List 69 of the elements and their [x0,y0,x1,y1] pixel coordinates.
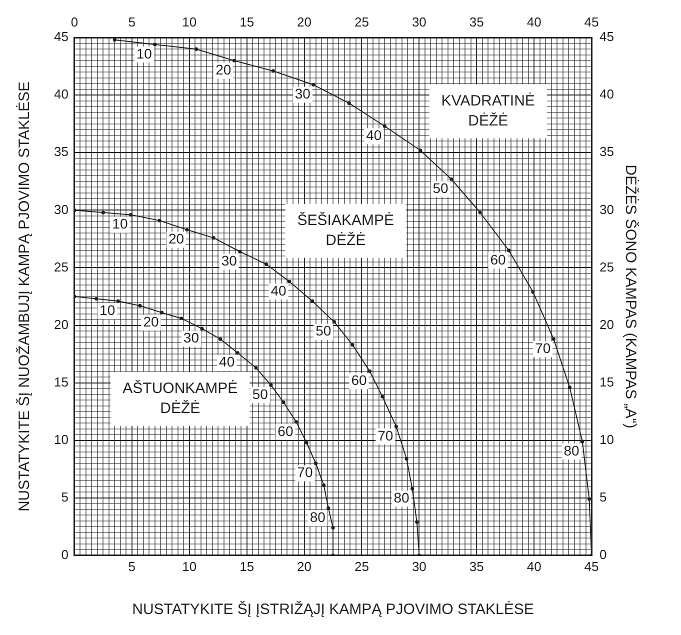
x2-tick-label: 40 [526,14,542,30]
series-label: KVADRATINĖ DĖŽĖ [441,91,535,130]
y-tick-label: 5 [61,489,68,504]
annotation: 20 [168,230,184,247]
annotation: 30 [294,86,311,102]
annotation: 80 [564,442,580,458]
x2-tick-label: 10 [182,14,197,30]
y-tick-label: 40 [54,86,68,102]
y-axis-title: NUSTATYKITE ŠĮ NUOŽAMBUJĮ KAMPĄ PJOVIMO STAKLĖSE [15,81,34,512]
y2-tick-label: 5 [600,489,607,504]
y2-tick-label: 25 [600,259,614,274]
x2-tick-label: 30 [412,14,426,30]
annotation: 70 [378,427,394,444]
y2-tick-label: 20 [600,316,614,332]
y-tick-label: 45 [54,29,68,44]
x-axis-title: NUSTATYKITE ŠĮ ĮSTRIŽĄJĮ KAMPĄ PJOVIMO STAKLĖSE [132,600,534,618]
x-tick-label: 30 [412,558,426,574]
annotation: 20 [216,61,232,78]
y-tick-label: 20 [54,316,68,332]
y-tick-label: 0 [61,546,68,562]
annotation: 30 [183,330,200,346]
series-label: AŠTUONKAMPĖ DĖŽĖ [122,379,238,418]
x-tick-label: 20 [297,558,312,574]
annotation: 60 [278,422,294,439]
x-tick-label: 35 [469,558,484,574]
x-tick-label: 45 [584,558,599,574]
y-tick-label: 10 [54,432,68,447]
x2-tick-label: 20 [297,14,312,30]
y2-tick-label: 45 [600,29,614,44]
annotation: 60 [351,372,367,388]
x-tick-label: 5 [128,558,136,574]
annotation: 40 [270,282,287,298]
annotation: 70 [535,340,551,356]
y2-tick-label: 0 [600,546,607,562]
annotation: 50 [252,386,268,402]
x2-tick-label: 15 [240,14,254,30]
annotation: 80 [394,490,410,506]
annotation: 80 [310,509,326,526]
annotation: 20 [143,313,159,330]
x-tick-label: 10 [182,558,197,574]
annotation: 40 [366,127,382,144]
y2-tick-label: 30 [600,202,614,217]
x2-tick-label: 5 [128,14,136,30]
annotation: 40 [219,354,235,370]
annotation: 50 [316,322,332,339]
x2-tick-label: 0 [70,14,78,30]
annotation: 50 [432,180,449,196]
y2-tick-label: 35 [600,144,614,160]
annotation: 30 [221,252,238,268]
text: ŠEŠIAKAMPĖ DĖŽĖ [297,211,394,250]
y-tick-label: 30 [54,202,68,217]
x-tick-label: 40 [526,558,542,574]
annotation: 60 [490,251,506,268]
y2-axis-title: DĖŽĖS ŠONO KAMPAS (KAMPAS „A“) [622,164,640,428]
y-tick-label: 25 [54,259,68,274]
annotation: 10 [112,216,128,232]
y2-tick-label: 15 [600,374,614,390]
x2-tick-label: 45 [584,14,599,30]
x-tick-label: 15 [240,558,254,574]
y-tick-label: 15 [54,374,68,390]
y-tick-label: 35 [54,144,68,160]
y2-tick-label: 10 [600,432,614,447]
x2-tick-label: 35 [469,14,484,30]
annotation: 10 [100,302,116,318]
x2-tick-label: 25 [354,14,369,30]
annotation: 10 [136,45,152,62]
y2-tick-label: 40 [600,86,614,102]
annotation: 70 [297,464,313,480]
x-tick-label: 25 [354,558,369,574]
